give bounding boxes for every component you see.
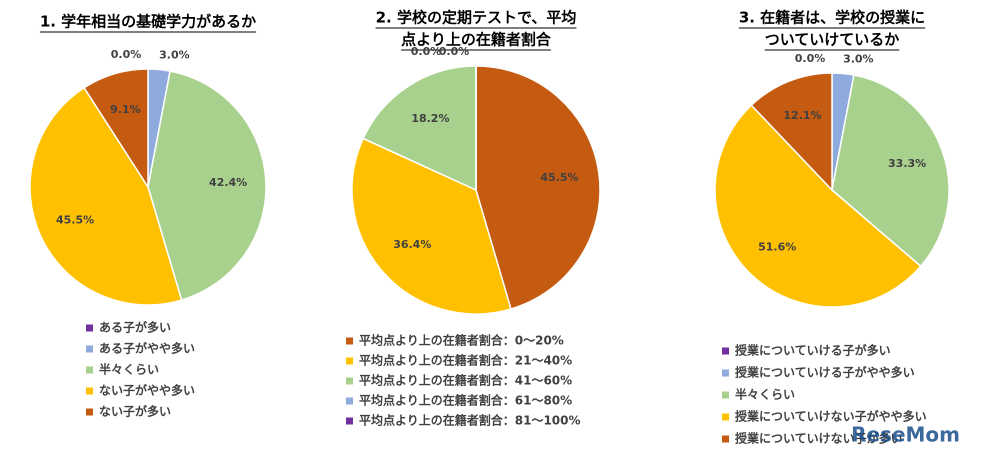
legend-label: 平均点より上の在籍者割合：61～80% (359, 393, 572, 408)
data-label: 18.2% (411, 112, 449, 125)
legend-label: ある子がやや多い (99, 341, 195, 356)
data-label: 9.1% (110, 103, 141, 116)
legend-label: 授業についていけない子がやや多い (735, 409, 927, 424)
legend-swatch (346, 397, 353, 405)
legend-label: 授業についていける子が多い (735, 343, 891, 358)
legend-label: 平均点より上の在籍者割合：0～20% (359, 333, 564, 348)
legend-label: 平均点より上の在籍者割合：41～60% (359, 373, 572, 388)
pie-slice (83, 68, 149, 190)
data-label: 0.0% (795, 52, 826, 65)
legend-swatch (722, 435, 729, 443)
legend-swatch (86, 324, 93, 332)
legend-swatch (346, 357, 353, 365)
pie-slice (29, 86, 183, 306)
pie-slice (362, 65, 477, 192)
legend-swatch (722, 413, 729, 421)
data-label: 3.0% (843, 53, 874, 66)
pie-slice (750, 72, 833, 192)
pie-slice (831, 74, 950, 268)
data-label: 0.0% (439, 45, 470, 58)
data-label: 0.0% (411, 45, 442, 58)
chart-title: ついていけているか (765, 31, 900, 49)
data-label: 45.5% (56, 213, 94, 226)
legend-swatch (346, 417, 353, 425)
legend-label: ある子が多い (99, 320, 171, 335)
data-label: 33.3% (888, 157, 926, 170)
legend-swatch (86, 366, 93, 374)
data-label: 3.0% (159, 49, 190, 62)
chart-title: 3. 在籍者は、学校の授業に (739, 9, 925, 27)
pie-slice (714, 104, 922, 308)
legend-swatch (722, 369, 729, 377)
watermark: ReseMom (851, 423, 960, 447)
legend-label: 平均点より上の在籍者割合：21～40% (359, 353, 572, 368)
data-label: 51.6% (758, 241, 796, 254)
legend-label: ない子がやや多い (99, 383, 195, 398)
legend-label: 平均点より上の在籍者割合：81～100% (359, 413, 581, 428)
legend-swatch (722, 391, 729, 399)
pie-slice (147, 70, 267, 302)
legend-label: 半々くらい (735, 387, 795, 402)
chart-title: 2. 学校の定期テストで、平均 (376, 9, 577, 27)
legend-swatch (346, 337, 353, 345)
data-label: 0.0% (111, 48, 142, 61)
chart-title: 点より上の在籍者割合 (401, 31, 552, 49)
legend-label: 授業についていけない子が多い (735, 431, 903, 446)
legend-swatch (86, 387, 93, 395)
legend-swatch (86, 408, 93, 416)
legend-label: ない子が多い (99, 404, 171, 419)
legend-label: 半々くらい (99, 362, 159, 377)
pie-slice (351, 137, 512, 315)
legend-label: 授業についていける子がやや多い (735, 365, 915, 380)
legend-swatch (86, 345, 93, 353)
legend-swatch (722, 347, 729, 355)
data-label: 45.5% (540, 171, 578, 184)
data-label: 42.4% (209, 176, 247, 189)
chart-title: 1. 学年相当の基礎学力があるか (40, 13, 256, 31)
data-label: 36.4% (393, 238, 431, 251)
legend-swatch (346, 377, 353, 385)
pie-slice (475, 65, 601, 310)
data-label: 12.1% (783, 109, 821, 122)
